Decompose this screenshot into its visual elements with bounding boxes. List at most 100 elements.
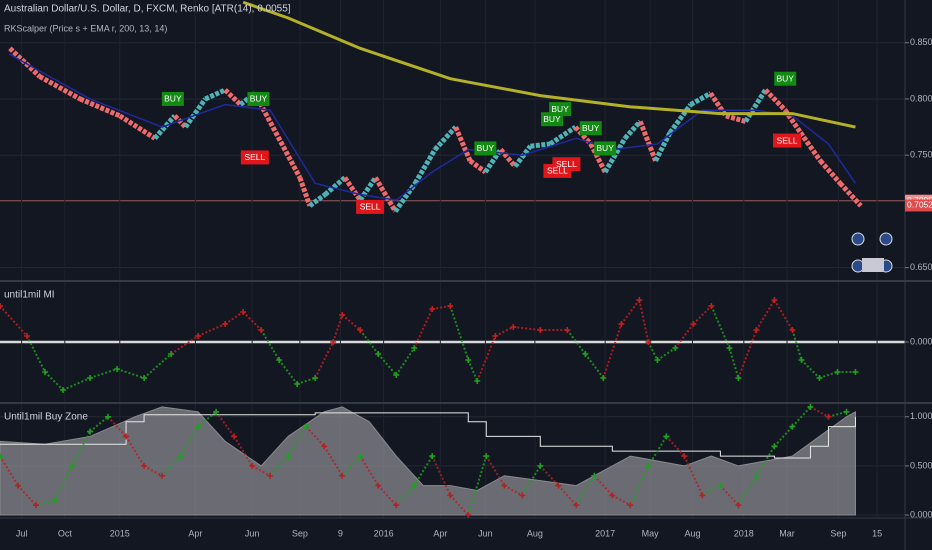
- cross-marker: [843, 408, 850, 415]
- connector: [53, 465, 73, 501]
- cross-marker: [816, 375, 823, 381]
- cross-marker: [573, 502, 580, 509]
- icon: [851, 232, 865, 246]
- renko-segment: [689, 91, 712, 107]
- icon: [879, 232, 893, 246]
- signal-label: BUY: [551, 104, 569, 114]
- cross-marker: [699, 492, 706, 499]
- connector: [260, 329, 281, 361]
- connector: [800, 359, 821, 379]
- connector: [296, 377, 316, 385]
- renko-segment: [498, 147, 517, 169]
- connector: [773, 425, 794, 447]
- step-line: [0, 412, 856, 459]
- connector: [161, 455, 181, 477]
- cross-marker: [564, 327, 571, 333]
- connector: [701, 484, 721, 497]
- connector: [413, 308, 434, 349]
- cross-marker: [411, 345, 418, 351]
- connector: [197, 323, 226, 337]
- x-tick-label: Sep: [830, 528, 846, 538]
- connector: [395, 347, 416, 376]
- cross-marker: [312, 375, 319, 381]
- cross-marker: [141, 375, 148, 381]
- connector: [359, 455, 380, 487]
- cross-marker: [672, 345, 679, 351]
- x-tick-label: Aug: [527, 528, 543, 538]
- connector: [233, 435, 253, 467]
- cross-marker: [321, 443, 328, 450]
- cross-marker: [600, 375, 607, 381]
- connector: [314, 341, 335, 379]
- renko-segment: [783, 108, 803, 135]
- renko-segment: [573, 125, 593, 146]
- cross-marker: [303, 423, 310, 430]
- renko-segment: [453, 126, 473, 162]
- x-tick-label: Apr: [188, 528, 202, 538]
- cross-marker: [510, 324, 517, 330]
- icon: [862, 258, 884, 272]
- y-tick-label: 0.65000: [910, 262, 932, 272]
- plot-layer: [0, 0, 863, 519]
- renko-segment: [468, 158, 487, 175]
- cross-marker: [753, 472, 760, 479]
- cross-marker: [357, 453, 364, 460]
- renko-segment: [153, 114, 177, 140]
- connector: [107, 416, 127, 438]
- cross-marker: [474, 378, 481, 384]
- cross-marker: [339, 312, 346, 318]
- connector: [755, 299, 776, 331]
- cross-marker: [60, 387, 67, 393]
- cross-marker: [735, 375, 742, 381]
- cross-marker: [105, 413, 112, 420]
- connector: [539, 465, 560, 487]
- connector: [251, 465, 271, 477]
- renko-segment: [38, 74, 82, 102]
- y-tick-label: 0.85000: [910, 37, 932, 47]
- connector: [638, 299, 650, 343]
- signal-label-box: [247, 91, 270, 106]
- cross-marker: [0, 453, 3, 460]
- connector: [413, 455, 434, 487]
- y-tick-label: 0.80000: [910, 93, 932, 103]
- pane-title: until1mil MI: [4, 290, 55, 301]
- signal-label: SELL: [556, 159, 577, 169]
- connector: [647, 435, 668, 467]
- signal-label: BUY: [582, 123, 600, 133]
- connector: [332, 314, 344, 343]
- connector: [584, 353, 605, 379]
- cross-marker: [87, 375, 94, 381]
- cross-marker: [168, 351, 175, 357]
- cross-marker: [771, 297, 778, 303]
- signal-label-box: [474, 141, 497, 156]
- x-tick-label: Jun: [478, 528, 493, 538]
- connector: [143, 465, 163, 477]
- connector: [62, 377, 91, 391]
- connector: [629, 465, 650, 506]
- renko-segment: [513, 144, 533, 168]
- cross-marker: [663, 433, 670, 440]
- cross-marker: [726, 345, 733, 351]
- connector: [377, 353, 397, 376]
- cross-marker: [717, 482, 724, 489]
- cross-marker: [42, 369, 49, 375]
- pane-title: Australian Dollar/U.S. Dollar, D, FXCM, …: [4, 4, 291, 15]
- indicator-icons: [851, 232, 893, 273]
- cross-marker: [591, 472, 598, 479]
- cross-marker: [465, 512, 472, 519]
- cross-marker: [141, 462, 148, 469]
- cross-marker: [537, 462, 544, 469]
- renko-segment: [798, 131, 823, 163]
- cross-marker: [555, 482, 562, 489]
- signal-label-box: [543, 163, 572, 178]
- cross-marker: [447, 303, 454, 309]
- cross-marker: [375, 482, 382, 489]
- connector: [359, 329, 380, 355]
- connector: [287, 426, 308, 457]
- cross-marker: [267, 472, 274, 479]
- cross-marker: [213, 408, 220, 415]
- cross-marker: [690, 321, 697, 327]
- renko-segment: [637, 120, 658, 162]
- x-tick-label: 15: [872, 528, 882, 538]
- cross-marker: [15, 482, 22, 489]
